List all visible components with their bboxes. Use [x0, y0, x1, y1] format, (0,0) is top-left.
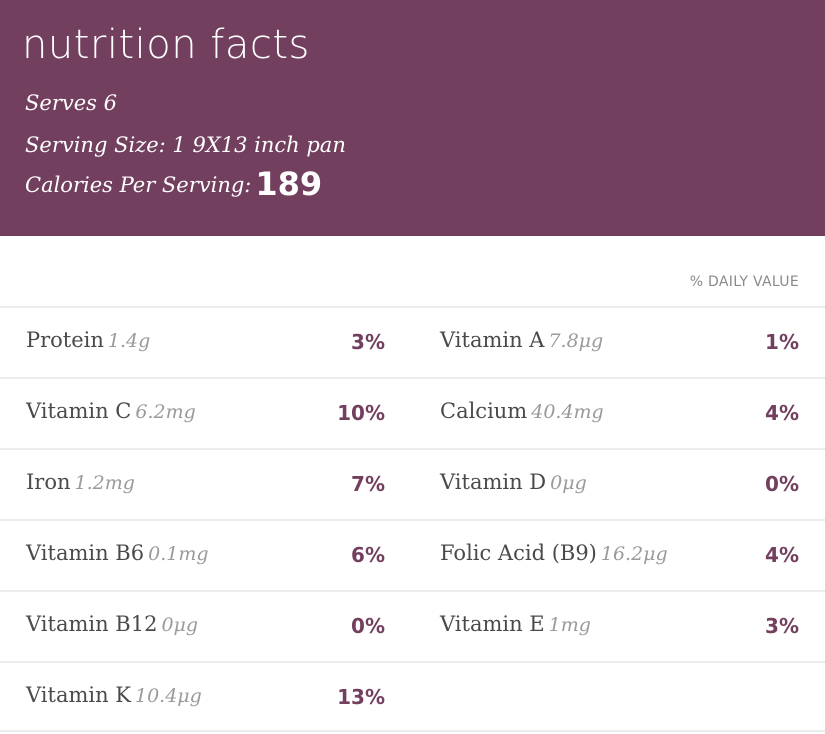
- nutrient-percent: 13%: [337, 685, 385, 709]
- nutrient-name: Vitamin K: [26, 683, 131, 707]
- nutrient-name: Vitamin B6: [26, 541, 145, 565]
- calories-value: 189: [255, 165, 323, 203]
- nutrient-percent: 6%: [351, 543, 385, 567]
- nutrient-name: Folic Acid (B9): [440, 541, 597, 565]
- nutrient-name: Protein: [26, 328, 104, 352]
- nutrient-table: Protein 1.4g 3% Vitamin A 7.8μg 1% Vitamin…: [0, 306, 825, 732]
- nutrient-row: Protein 1.4g 3% Vitamin A 7.8μg 1%: [0, 306, 825, 377]
- nutrient-name: Vitamin E: [440, 612, 545, 636]
- nutrient-name: Vitamin D: [440, 470, 547, 494]
- nutrient-item: Calcium 40.4mg 4%: [440, 379, 799, 450]
- nutrient-percent: 10%: [337, 401, 385, 425]
- nutrient-amount: 1mg: [548, 614, 591, 636]
- nutrient-name: Calcium: [440, 399, 528, 423]
- daily-value-header: % DAILY VALUE: [689, 274, 799, 290]
- nutrient-row: Vitamin B12 0μg 0% Vitamin E 1mg 3%: [0, 590, 825, 661]
- nutrient-amount: 16.2μg: [600, 543, 668, 565]
- nutrient-amount: 7.8μg: [548, 330, 604, 352]
- nutrient-row: Vitamin K 10.4μg 13%: [0, 661, 825, 732]
- nutrient-name-line: Iron 1.2mg: [26, 470, 135, 494]
- nutrient-name-line: Vitamin B6 0.1mg: [26, 541, 209, 565]
- nutrient-amount: 6.2mg: [135, 401, 196, 423]
- nutrient-percent: 0%: [765, 472, 799, 496]
- nutrient-row: Iron 1.2mg 7% Vitamin D 0μg 0%: [0, 448, 825, 519]
- nutrient-item: Vitamin E 1mg 3%: [440, 592, 799, 663]
- nutrient-name-line: Vitamin A 7.8μg: [440, 328, 603, 352]
- nutrient-amount: 0.1mg: [148, 543, 209, 565]
- nutrient-item: Vitamin C 6.2mg 10%: [26, 379, 385, 450]
- nutrient-item: Vitamin K 10.4μg 13%: [26, 663, 385, 734]
- serving-size-text: Serving Size: 1 9X13 inch pan: [25, 133, 346, 157]
- nutrient-name-line: Vitamin B12 0μg: [26, 612, 198, 636]
- nutrient-item: Vitamin A 7.8μg 1%: [440, 308, 799, 379]
- nutrient-percent: 4%: [765, 543, 799, 567]
- nutrient-name: Vitamin B12: [26, 612, 158, 636]
- nutrient-item: Protein 1.4g 3%: [26, 308, 385, 379]
- nutrient-percent: 3%: [351, 330, 385, 354]
- nutrient-amount: 40.4mg: [531, 401, 604, 423]
- serves-text: Serves 6: [25, 91, 117, 115]
- nutrient-amount: 1.2mg: [74, 472, 135, 494]
- nutrient-percent: 4%: [765, 401, 799, 425]
- nutrient-name-line: Vitamin E 1mg: [440, 612, 591, 636]
- nutrient-name-line: Vitamin C 6.2mg: [26, 399, 196, 423]
- nutrient-name: Vitamin A: [440, 328, 545, 352]
- nutrient-percent: 3%: [765, 614, 799, 638]
- nutrition-title: nutrition facts: [22, 22, 310, 68]
- nutrient-item: Vitamin D 0μg 0%: [440, 450, 799, 521]
- nutrient-name-line: Folic Acid (B9) 16.2μg: [440, 541, 668, 565]
- nutrient-row: Vitamin C 6.2mg 10% Calcium 40.4mg 4%: [0, 377, 825, 448]
- nutrient-name-line: Vitamin K 10.4μg: [26, 683, 202, 707]
- nutrient-item: Vitamin B6 0.1mg 6%: [26, 521, 385, 592]
- nutrient-percent: 0%: [351, 614, 385, 638]
- calories-label: Calories Per Serving:: [25, 173, 252, 197]
- calories-line: Calories Per Serving: 189: [25, 168, 322, 200]
- nutrient-amount: 0μg: [550, 472, 587, 494]
- nutrient-amount: 1.4g: [107, 330, 151, 352]
- nutrient-item: Folic Acid (B9) 16.2μg 4%: [440, 521, 799, 592]
- nutrient-row: Vitamin B6 0.1mg 6% Folic Acid (B9) 16.2μg…: [0, 519, 825, 590]
- nutrient-name: Iron: [26, 470, 71, 494]
- nutrient-percent: 1%: [765, 330, 799, 354]
- nutrient-item: Vitamin B12 0μg 0%: [26, 592, 385, 663]
- nutrient-item: Iron 1.2mg 7%: [26, 450, 385, 521]
- nutrition-header: nutrition facts Serves 6 Serving Size: 1…: [0, 0, 825, 236]
- nutrient-name-line: Vitamin D 0μg: [440, 470, 587, 494]
- nutrient-amount: 10.4μg: [135, 685, 202, 707]
- nutrient-percent: 7%: [351, 472, 385, 496]
- nutrient-name: Vitamin C: [26, 399, 132, 423]
- nutrient-name-line: Calcium 40.4mg: [440, 399, 604, 423]
- nutrient-name-line: Protein 1.4g: [26, 328, 150, 352]
- nutrient-amount: 0μg: [161, 614, 199, 636]
